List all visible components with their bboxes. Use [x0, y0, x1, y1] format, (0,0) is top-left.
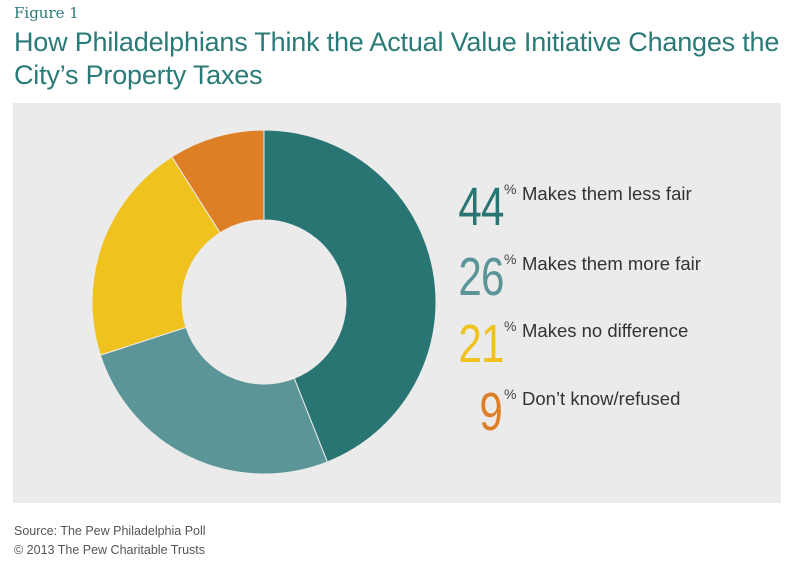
source-line: Source: The Pew Philadelphia Poll [14, 524, 206, 538]
source-note: Source: The Pew Philadelphia Poll © 2013… [14, 522, 206, 560]
legend-value: 44 [458, 177, 504, 237]
chart-title: How Philadelphians Think the Actual Valu… [14, 27, 780, 90]
legend-percent-sign: % [504, 318, 517, 334]
legend-percent-sign: % [504, 386, 517, 402]
legend-item: 21% Makes no difference [458, 316, 758, 376]
legend-value: 21 [458, 314, 504, 374]
legend-label: Makes them more fair [522, 253, 701, 274]
donut-chart [91, 129, 437, 475]
copyright-line: © 2013 The Pew Charitable Trusts [14, 543, 206, 557]
figure-label: Figure 1 [14, 4, 79, 22]
legend-value: 9 [479, 382, 502, 442]
legend-label: Makes no difference [522, 320, 689, 341]
legend-value: 26 [458, 247, 504, 307]
legend-item: 9% Don’t know/refused [458, 384, 758, 444]
legend-item: 26% Makes them more fair [458, 249, 758, 309]
donut-slice-1 [263, 129, 437, 463]
legend-percent-sign: % [504, 251, 517, 267]
legend-label: Makes them less fair [522, 183, 692, 204]
donut-slice-2 [99, 326, 328, 475]
legend-percent-sign: % [504, 181, 517, 197]
legend-item: 44% Makes them less fair [458, 179, 758, 239]
chart-panel: 44% Makes them less fair 26% Makes them mor… [13, 103, 781, 503]
legend-label: Don’t know/refused [522, 388, 681, 409]
donut-slice-4 [171, 129, 265, 234]
donut-slice-3 [91, 156, 221, 356]
